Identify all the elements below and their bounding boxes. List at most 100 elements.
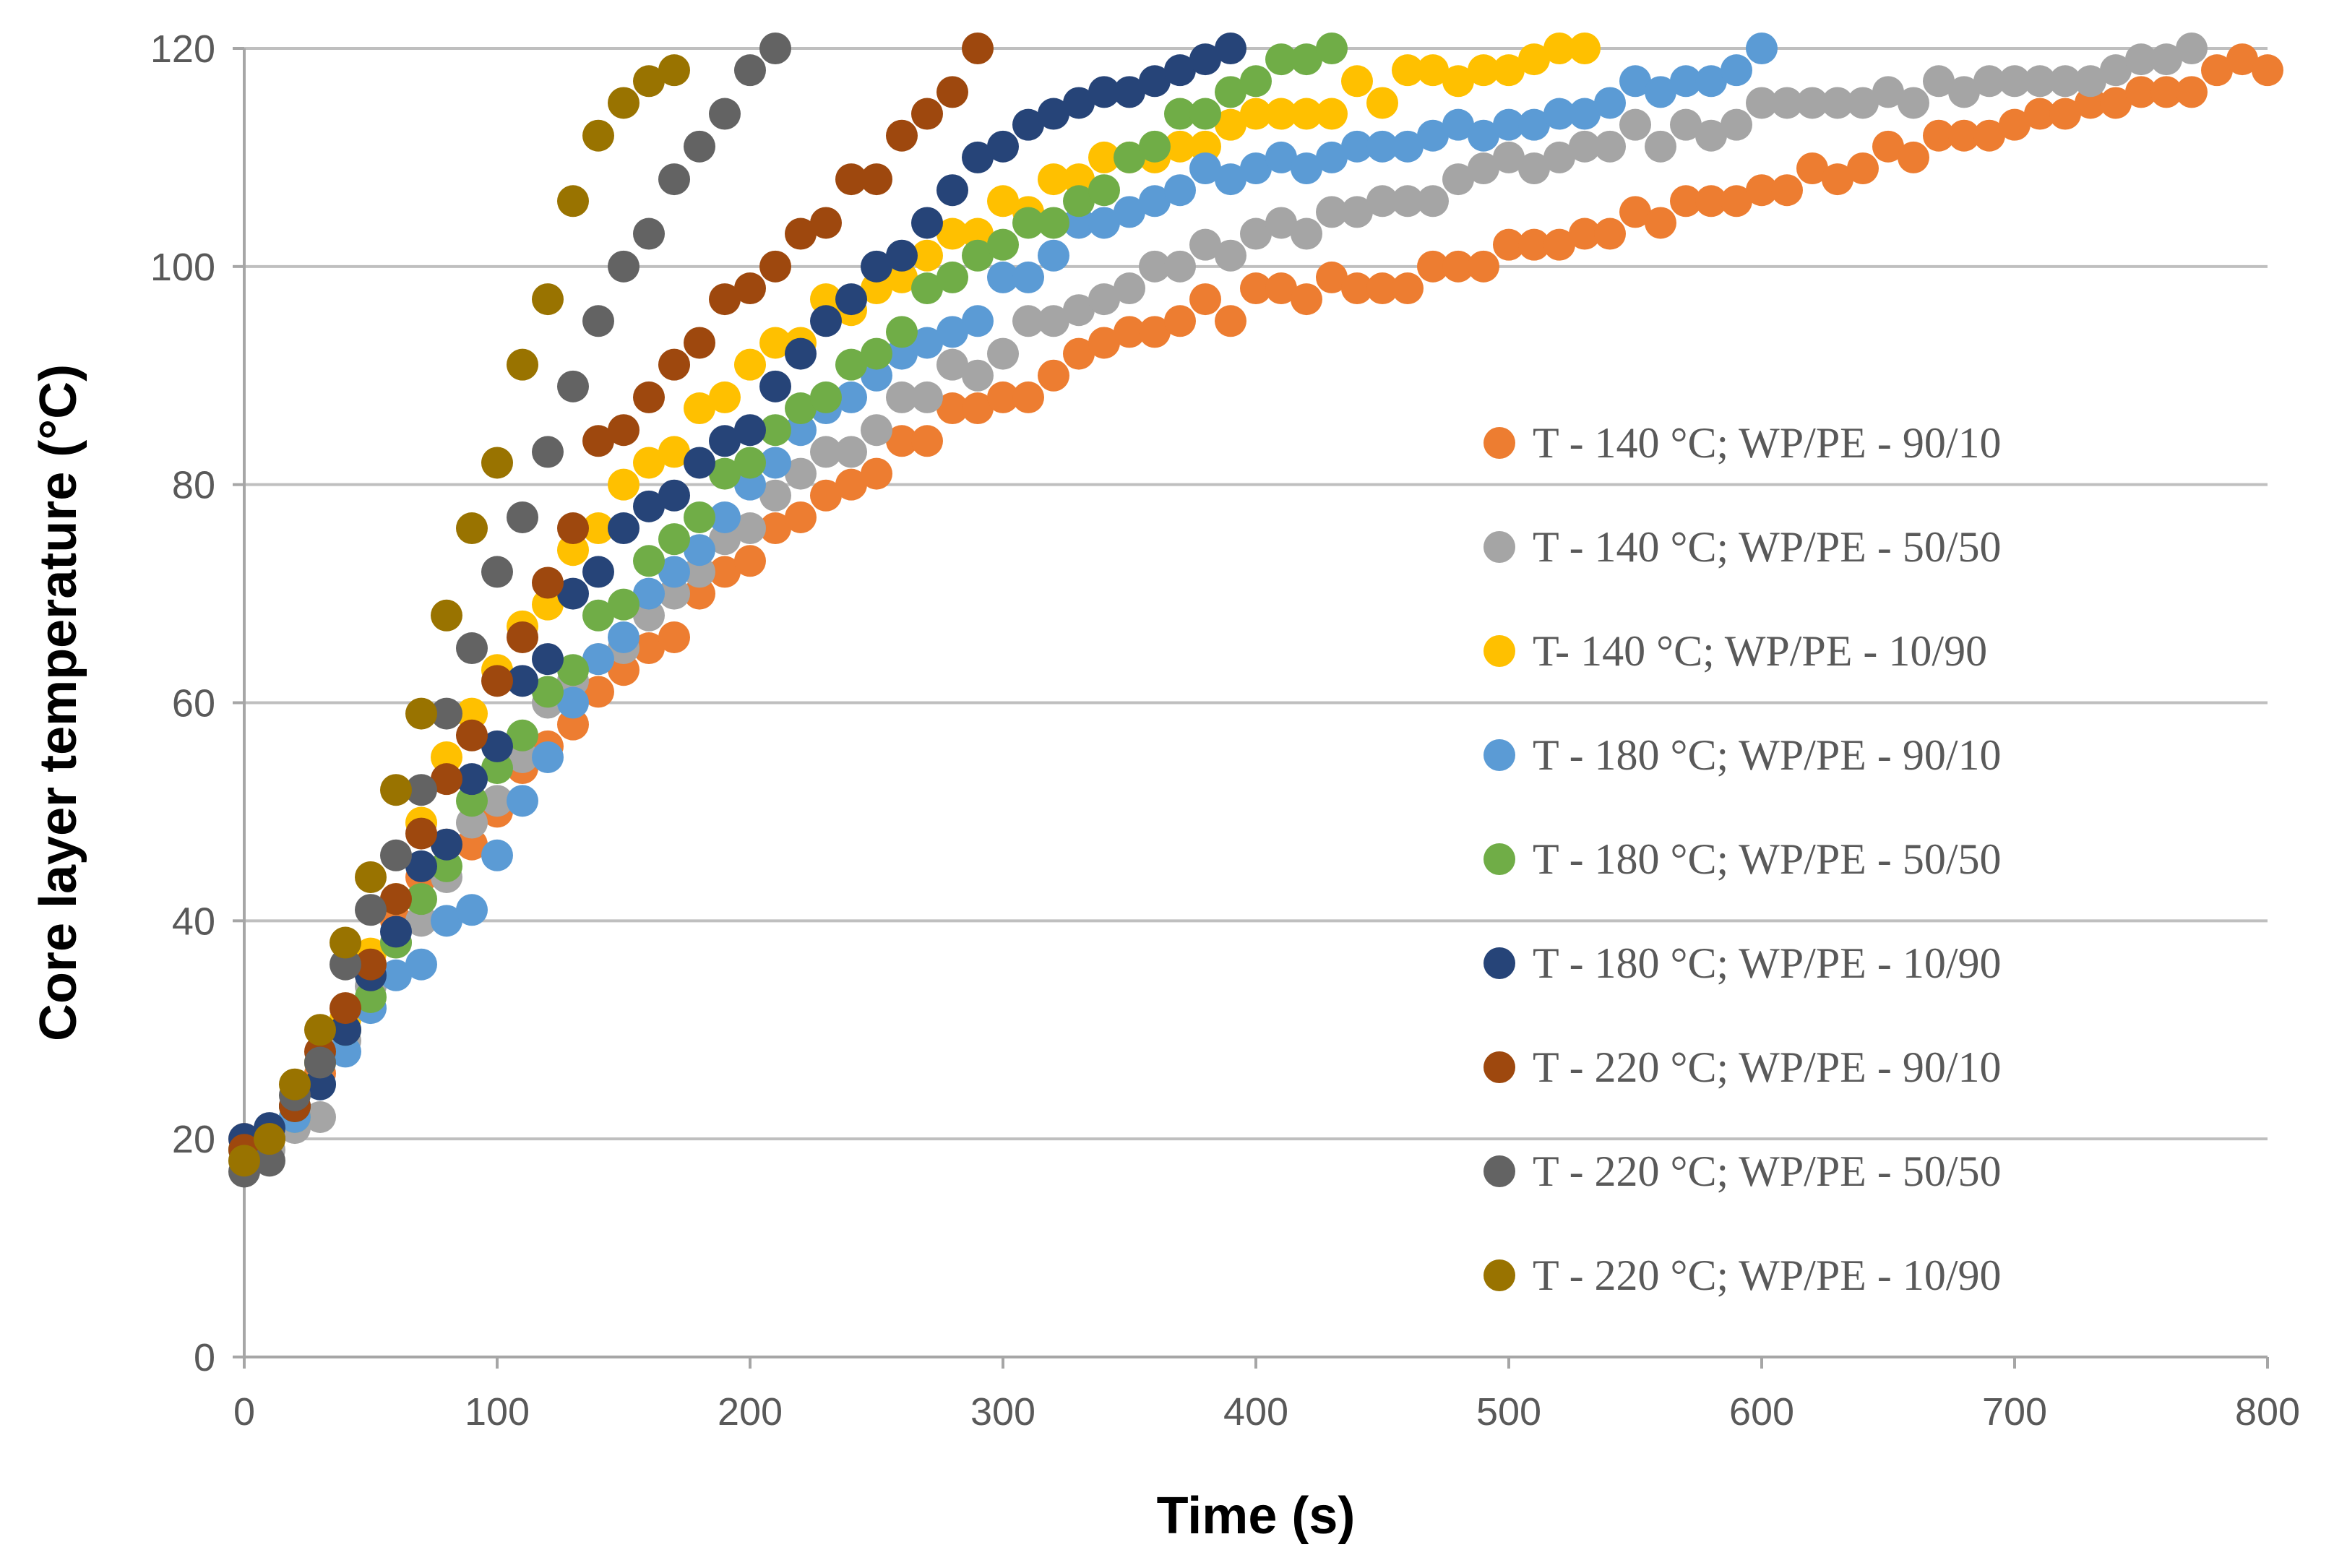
data-point [1366,130,1398,163]
series-8 [228,33,791,1188]
data-point [633,65,665,98]
data-point [1215,163,1246,196]
data-point [608,512,640,545]
legend-label: T- 140 °C; WP/PE - 10/90 [1533,627,1987,675]
data-point [481,665,513,697]
data-point [1265,98,1297,130]
data-point [1189,228,1221,261]
data-point [2100,87,2132,119]
data-point [962,239,994,272]
data-point [1316,196,1348,228]
data-point [658,479,690,512]
legend-label: T - 180 °C; WP/PE - 50/50 [1533,835,2002,883]
data-point [1898,141,1929,173]
data-point [507,741,538,773]
data-point [1746,174,1778,207]
data-point [1012,261,1044,293]
data-point [734,545,766,577]
data-point [734,414,766,447]
data-point [1038,163,1069,196]
data-point [684,327,715,359]
y-tick-label: 40 [172,900,215,943]
data-point [785,457,817,490]
data-point [228,1145,260,1177]
data-point [431,828,462,861]
data-point [785,392,817,425]
data-point [1746,33,1778,64]
data-point [532,567,564,599]
data-point [1872,76,1904,108]
data-point [2176,33,2208,64]
data-point [380,839,412,871]
data-point [431,697,462,730]
data-point [330,948,361,981]
series-9 [228,54,690,1177]
data-point [1038,305,1069,337]
data-point [962,33,994,64]
data-point [481,785,513,817]
data-points [228,33,2283,1188]
data-point [405,883,437,916]
data-point [2075,87,2106,119]
x-tick-label: 600 [1729,1390,1794,1434]
data-point [1341,130,1373,163]
data-point [2150,76,2182,108]
data-point [2049,65,2081,98]
data-point [355,948,387,981]
data-point [1012,207,1044,239]
data-point [557,686,589,719]
data-point [1721,54,1752,87]
data-point [532,643,564,676]
data-point [1291,283,1322,316]
data-point [1291,217,1322,250]
data-point [1215,239,1246,272]
data-point [1215,108,1246,141]
data-point [1164,98,1196,130]
data-point [456,697,488,730]
legend-item: T - 180 °C; WP/PE - 50/50 [1483,835,2002,883]
data-point [633,217,665,250]
data-point [1341,272,1373,305]
data-point [987,130,1019,163]
data-point [330,926,361,959]
data-point [911,207,943,239]
y-axis-title: Core layer temperature (°C) [30,364,87,1041]
data-point [886,316,918,348]
x-tick-label: 200 [718,1390,783,1434]
data-point [304,1014,336,1046]
data-point [431,763,462,796]
data-point [2100,54,2132,87]
data-point [1164,130,1196,163]
data-point [2075,65,2106,98]
data-point [1670,185,1702,217]
data-point [1771,87,1803,119]
data-point [608,621,640,653]
x-tick-label: 500 [1476,1390,1541,1434]
data-point [582,599,614,632]
y-tick-label: 80 [172,464,215,507]
data-point [1594,87,1626,119]
data-point [380,774,412,806]
data-point [2226,43,2258,76]
data-point [1392,272,1424,305]
data-point [582,676,614,708]
data-point [1973,65,2005,98]
data-point [557,577,589,610]
data-point [1619,108,1651,141]
data-point [431,850,462,882]
x-tick-label: 100 [465,1390,530,1434]
data-point [962,392,994,425]
data-point [1822,163,1853,196]
data-point [684,556,715,588]
data-point [861,163,892,196]
y-tick-label: 0 [194,1336,215,1379]
data-point [1442,163,1474,196]
data-point [1973,119,2005,152]
data-point [405,697,437,730]
data-point [709,98,741,130]
data-point [507,501,538,533]
data-point [962,305,994,337]
data-point [810,381,842,413]
data-point [810,436,842,468]
